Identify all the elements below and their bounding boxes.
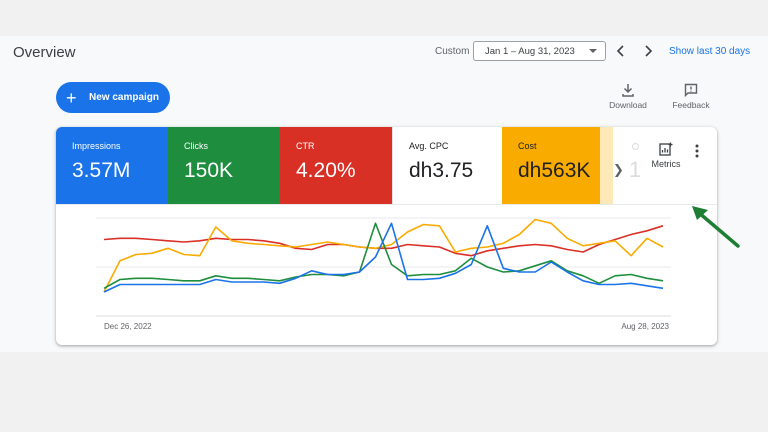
performance-card: Impressions 3.57M Clicks 150K CTR 4.20% …: [56, 127, 717, 345]
show-last-30-days-link[interactable]: Show last 30 days: [669, 46, 751, 57]
date-range-value: Jan 1 – Aug 31, 2023: [485, 45, 575, 57]
scroll-metrics-right-icon[interactable]: ❯: [613, 162, 624, 177]
feedback-icon: [684, 83, 698, 97]
metric-value: dh3.75: [409, 159, 474, 182]
metric-value: 3.57M: [72, 159, 131, 182]
partial-tile-value: 1: [629, 157, 642, 182]
metric-tile-ctr[interactable]: CTR 4.20%: [280, 127, 392, 204]
metric-tile-impressions[interactable]: Impressions 3.57M: [56, 127, 168, 204]
x-axis-end-label: Aug 28, 2023: [621, 322, 669, 331]
metric-label: Avg. CPC: [409, 141, 449, 151]
annotation-arrow-icon: [692, 206, 740, 248]
metric-tile-cost[interactable]: Cost dh563K: [502, 127, 600, 204]
metrics-icon: [659, 142, 673, 156]
next-period-button[interactable]: [640, 42, 656, 60]
metric-value: 150K: [184, 159, 234, 182]
metric-label: Clicks: [184, 141, 208, 151]
series-line-1: [103, 218, 664, 293]
more-options-icon[interactable]: [692, 143, 702, 159]
metrics-button[interactable]: Metrics: [644, 142, 688, 169]
new-campaign-label: New campaign: [89, 92, 160, 103]
metric-tile-partial[interactable]: [600, 127, 613, 204]
download-label: Download: [609, 100, 647, 110]
date-range-select[interactable]: Jan 1 – Aug 31, 2023: [473, 41, 606, 61]
metric-label: Cost: [518, 141, 537, 151]
overview-page: Overview Custom Jan 1 – Aug 31, 2023 Sho…: [0, 36, 768, 352]
feedback-button[interactable]: Feedback: [670, 83, 712, 110]
metric-label: Impressions: [72, 141, 121, 151]
chevron-left-icon: [616, 45, 624, 57]
download-button[interactable]: Download: [607, 83, 649, 110]
new-campaign-button[interactable]: + New campaign: [56, 82, 170, 113]
custom-label: Custom: [435, 46, 470, 57]
x-axis-start-label: Dec 26, 2022: [104, 322, 152, 331]
metric-value: dh563K: [518, 159, 591, 182]
feedback-label: Feedback: [672, 100, 710, 110]
caret-down-icon: [589, 49, 597, 53]
tiles-divider: [56, 204, 717, 205]
metric-tile-clicks[interactable]: Clicks 150K: [168, 127, 280, 204]
metric-value: 4.20%: [296, 159, 356, 182]
metric-label: CTR: [296, 141, 315, 151]
metrics-label: Metrics: [651, 159, 681, 169]
plus-icon: +: [66, 87, 77, 108]
performance-line-chart: [96, 217, 671, 317]
series-line-3: [103, 222, 664, 293]
series-line-2: [103, 222, 664, 290]
metric-tile-avg-cpc[interactable]: Avg. CPC dh3.75: [392, 127, 502, 204]
download-icon: [622, 84, 634, 97]
series-line-0: [103, 225, 664, 257]
partial-tile-indicator: [632, 143, 639, 150]
page-title: Overview: [13, 44, 76, 61]
previous-period-button[interactable]: [613, 42, 629, 60]
chevron-right-icon: [645, 45, 653, 57]
